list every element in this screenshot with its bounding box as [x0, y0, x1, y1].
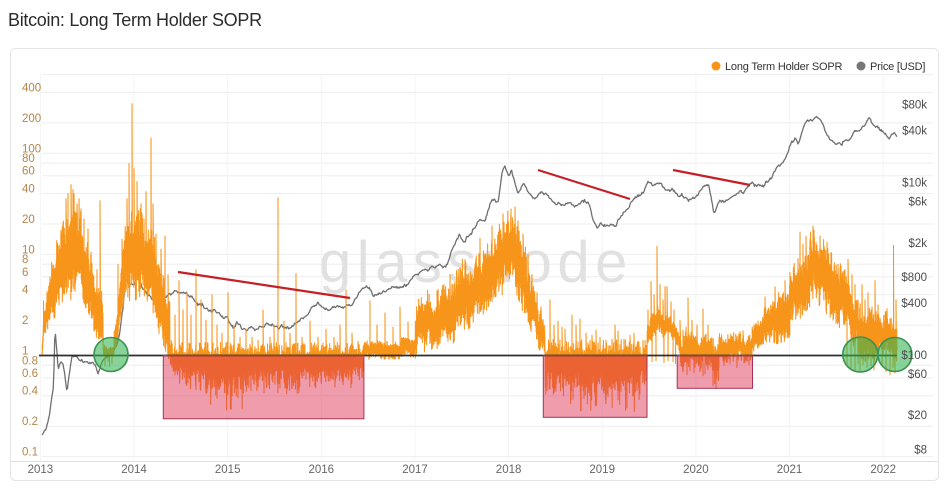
svg-text:$8: $8 — [914, 445, 927, 457]
svg-text:10: 10 — [22, 244, 35, 256]
svg-text:2015: 2015 — [215, 464, 241, 476]
svg-text:$6k: $6k — [908, 197, 927, 209]
svg-text:4: 4 — [22, 285, 29, 297]
svg-text:Bitcoin: Long Term Holder SOPR: Bitcoin: Long Term Holder SOPR — [8, 10, 262, 30]
svg-text:200: 200 — [22, 113, 41, 125]
svg-text:Long Term Holder SOPR: Long Term Holder SOPR — [725, 61, 843, 73]
svg-text:2016: 2016 — [309, 464, 335, 476]
svg-text:6: 6 — [22, 267, 28, 279]
svg-text:0.4: 0.4 — [22, 386, 39, 398]
svg-text:2022: 2022 — [870, 464, 896, 476]
svg-text:2021: 2021 — [777, 464, 803, 476]
svg-text:$800: $800 — [901, 272, 927, 284]
svg-text:2019: 2019 — [589, 464, 615, 476]
svg-text:2014: 2014 — [121, 464, 147, 476]
svg-text:Price [USD]: Price [USD] — [870, 61, 925, 73]
svg-text:$20: $20 — [908, 410, 927, 422]
svg-text:100: 100 — [22, 143, 41, 155]
svg-text:$2k: $2k — [908, 238, 927, 250]
svg-text:$40k: $40k — [902, 126, 927, 138]
svg-text:2018: 2018 — [496, 464, 522, 476]
svg-text:400: 400 — [22, 82, 41, 94]
svg-text:0.6: 0.6 — [22, 368, 38, 380]
svg-text:$80k: $80k — [902, 100, 927, 112]
svg-text:$10k: $10k — [902, 178, 927, 190]
svg-text:80: 80 — [22, 153, 35, 165]
svg-text:0.1: 0.1 — [22, 447, 38, 459]
svg-text:60: 60 — [22, 166, 35, 178]
svg-text:$60: $60 — [908, 369, 927, 381]
svg-text:2020: 2020 — [683, 464, 709, 476]
svg-text:1: 1 — [22, 346, 28, 358]
svg-text:$400: $400 — [901, 298, 927, 310]
svg-text:20: 20 — [22, 214, 35, 226]
svg-text:8: 8 — [22, 254, 28, 266]
svg-text:40: 40 — [22, 184, 35, 196]
svg-text:$100: $100 — [901, 350, 927, 362]
svg-text:2013: 2013 — [28, 464, 54, 476]
svg-text:2: 2 — [22, 315, 28, 327]
svg-text:2017: 2017 — [402, 464, 428, 476]
svg-text:0.8: 0.8 — [22, 355, 38, 367]
svg-text:0.2: 0.2 — [22, 416, 38, 428]
